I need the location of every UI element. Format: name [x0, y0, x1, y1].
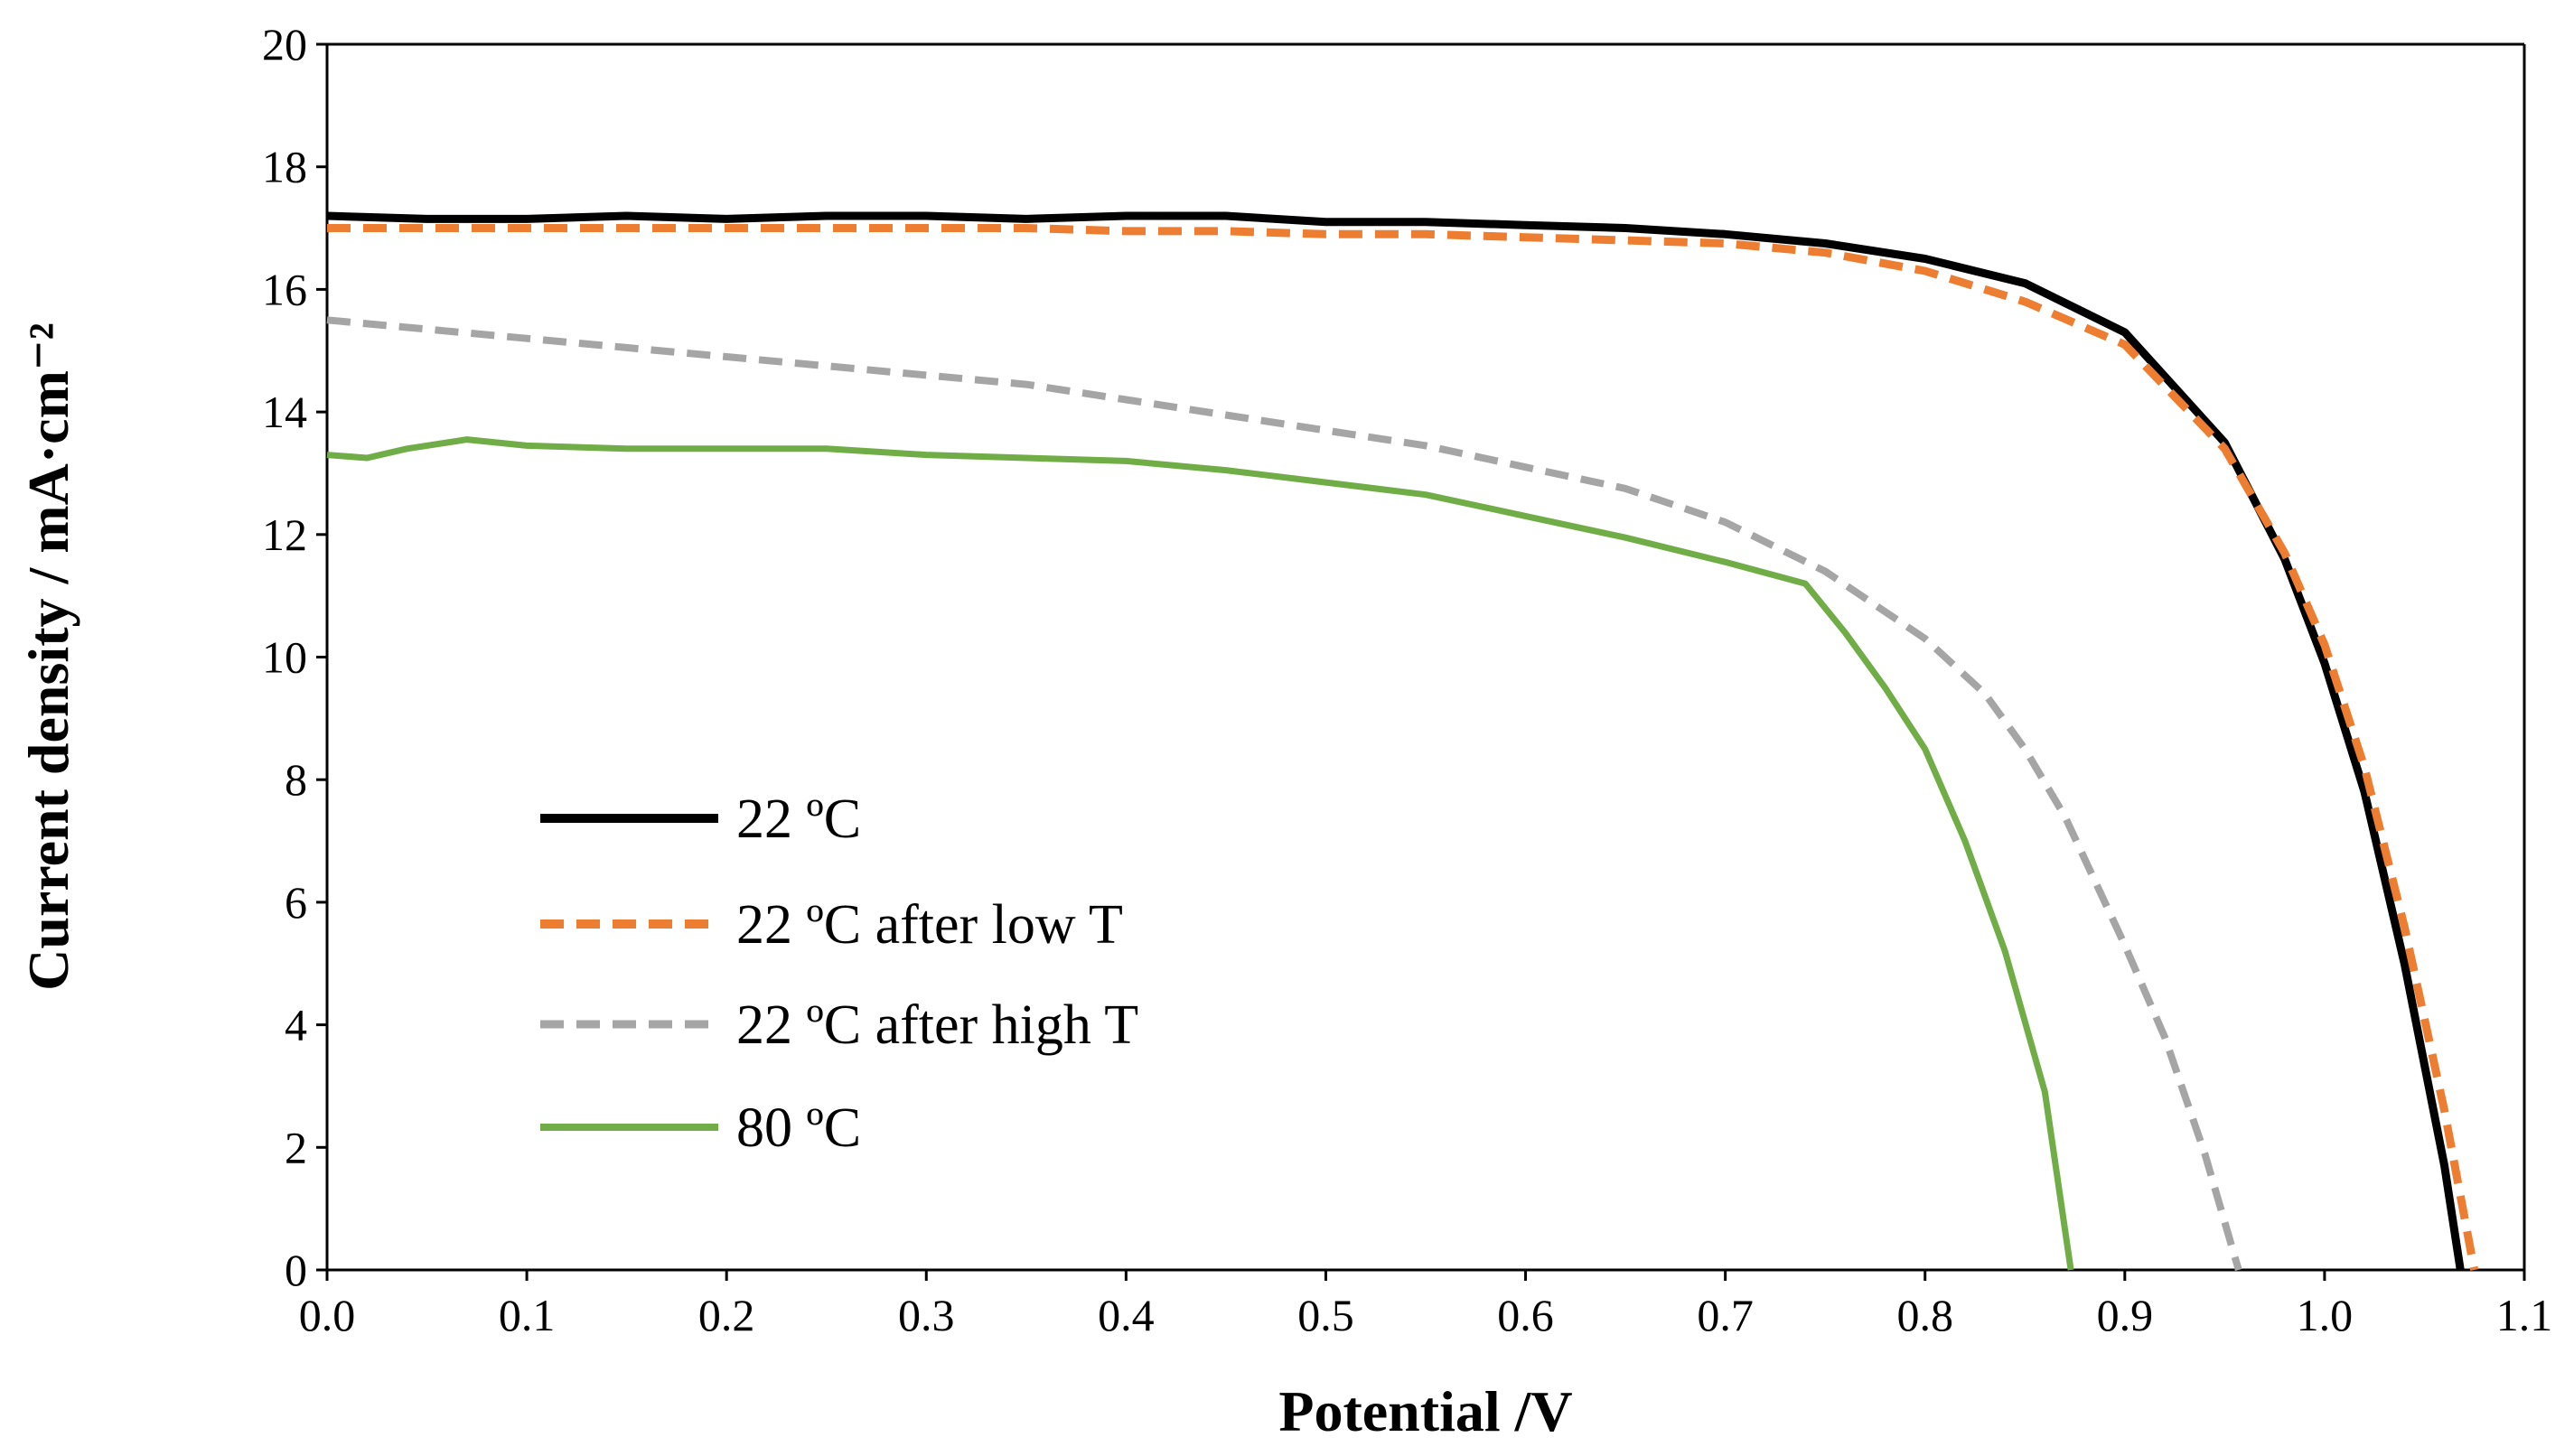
- series-line-80c: [326, 436, 2074, 1271]
- x-axis-title: Potential /V: [1278, 1379, 1572, 1443]
- y-tick-label: 20: [262, 19, 307, 70]
- y-ticks: 0 2 4 6 8 10 12 14 16 18 20: [262, 19, 327, 1295]
- series-layer: [326, 211, 2479, 1272]
- x-tick-label: 0.7: [1697, 1290, 1754, 1340]
- x-tick-label: 0.1: [499, 1290, 556, 1340]
- y-axis-title: Current density / mA·cm⁻²: [16, 322, 80, 991]
- y-tick-label: 2: [285, 1122, 307, 1172]
- legend-label-22c-after-high-t: 22 ºC after high T: [736, 994, 1138, 1056]
- x-tick-label: 1.0: [2297, 1290, 2354, 1340]
- x-tick-label: 0.5: [1297, 1290, 1354, 1340]
- y-tick-label: 18: [262, 142, 307, 192]
- legend-label-22c-after-low-t: 22 ºC after low T: [736, 894, 1123, 956]
- y-tick-label: 12: [262, 509, 307, 560]
- y-tick-label: 16: [262, 264, 307, 314]
- series-line-22c-after-low-t: [327, 224, 2479, 1271]
- legend: 22 ºC 22 ºC after low T 22 ºC after high…: [540, 789, 1138, 1159]
- y-tick-label: 10: [262, 632, 307, 683]
- series-line-22c: [326, 211, 2465, 1271]
- x-tick-label: 0.8: [1896, 1290, 1953, 1340]
- x-tick-label: 0.9: [2097, 1290, 2154, 1340]
- x-tick-label: 1.1: [2496, 1290, 2553, 1340]
- legend-label-80c: 80 ºC: [736, 1097, 861, 1159]
- y-tick-label: 14: [262, 387, 307, 437]
- y-tick-label: 6: [285, 877, 307, 928]
- y-tick-label: 0: [285, 1245, 307, 1295]
- y-tick-label: 4: [285, 1000, 307, 1050]
- x-ticks: 0.0 0.1 0.2 0.3 0.4 0.5 0.6 0.7 0.8 0.9 1.0 1.1: [299, 1270, 2553, 1340]
- x-tick-label: 0.3: [898, 1290, 955, 1340]
- series-line-22c-after-high-t: [326, 316, 2242, 1272]
- x-tick-label: 0.2: [698, 1290, 755, 1340]
- x-tick-label: 0.4: [1098, 1290, 1155, 1340]
- x-tick-label: 0.6: [1497, 1290, 1554, 1340]
- x-tick-label: 0.0: [299, 1290, 356, 1340]
- legend-label-22c: 22 ºC: [736, 789, 861, 850]
- y-tick-label: 8: [285, 754, 307, 805]
